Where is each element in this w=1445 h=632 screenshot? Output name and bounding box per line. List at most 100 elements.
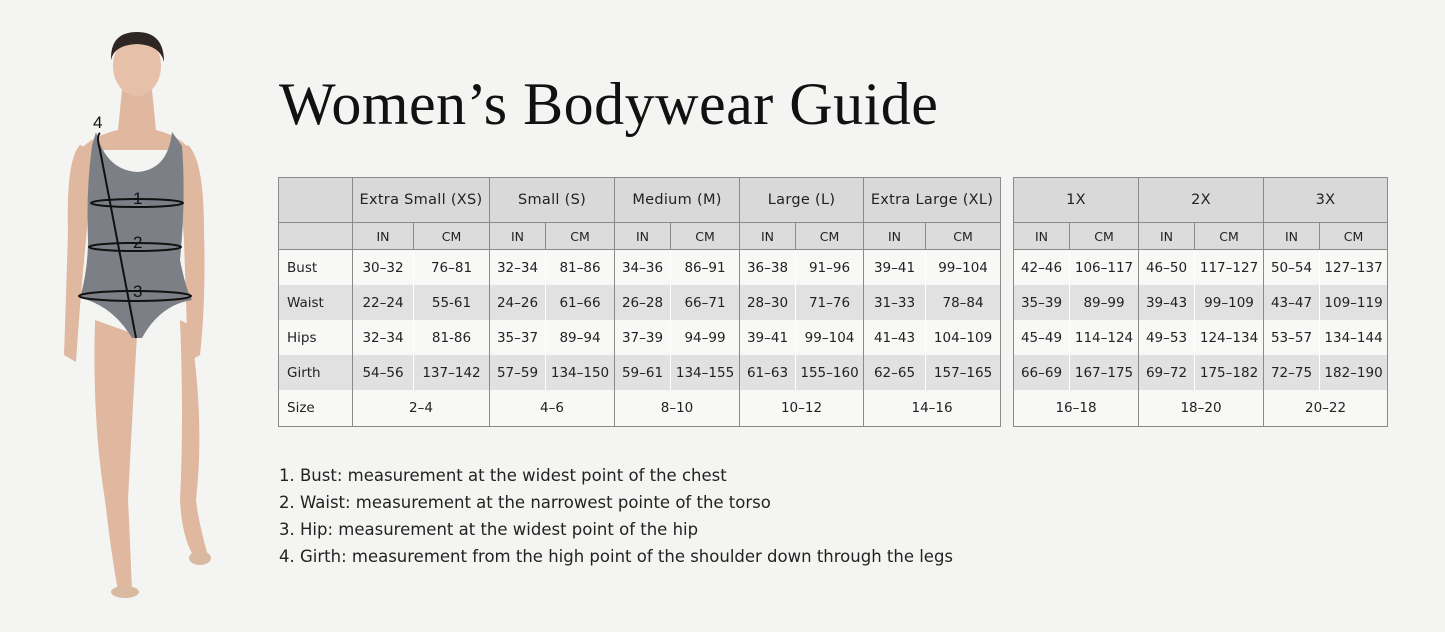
size-header: 3X [1263, 177, 1389, 223]
unit-cm-header: CM [413, 222, 490, 250]
unit-cm-header: CM [1194, 222, 1265, 250]
size-header: Medium (M) [614, 177, 741, 223]
table-row-bust: 42–46 106–117 46–50 117–127 50–54 127–137 [1013, 249, 1389, 285]
unit-header-row: IN CM IN CM IN CM [1013, 222, 1389, 250]
value-in: 24–26 [489, 285, 546, 320]
value-in: 34–36 [614, 249, 672, 285]
note-waist: 2. Waist: measurement at the narrowest p… [279, 493, 771, 512]
value-cm: 104–109 [925, 320, 1002, 355]
value-in: 35–39 [1013, 285, 1070, 320]
size-value: 4–6 [488, 390, 616, 427]
value-cm: 81-86 [413, 320, 490, 355]
size-header-row: 1X 2X 3X [1012, 177, 1389, 223]
unit-in-header: IN [489, 222, 546, 250]
value-in: 49–53 [1138, 320, 1196, 355]
value-cm: 175–182 [1194, 355, 1265, 390]
value-cm: 155–160 [795, 355, 865, 390]
value-in: 62–65 [863, 355, 927, 390]
size-header: Small (S) [488, 177, 616, 223]
size-value: 14–16 [863, 390, 1002, 427]
value-in: 46–50 [1138, 249, 1196, 285]
size-header-row: Extra Small (XS) Small (S) Medium (M) Large… [278, 177, 1002, 223]
marker-2: 2 [133, 233, 142, 252]
unit-cm-header: CM [1068, 222, 1140, 250]
size-table-plus: 1X 2X 3X IN CM IN CM IN CM 42–46 106–117 46–50 117–1… [1012, 177, 1389, 427]
marker-1: 1 [133, 189, 142, 208]
value-cm: 106–117 [1068, 249, 1140, 285]
value-in: 37–39 [614, 320, 672, 355]
model-body [64, 32, 211, 598]
value-in: 61–63 [739, 355, 797, 390]
value-cm: 81–86 [544, 249, 616, 285]
unit-in-header: IN [1013, 222, 1070, 250]
unit-header-row: IN CM IN CM IN CM IN CM IN CM [278, 222, 1002, 250]
value-cm: 114–124 [1068, 320, 1140, 355]
table-row-size: Size 2–4 4–6 8–10 10–12 14–16 [278, 390, 1002, 427]
value-in: 42–46 [1013, 249, 1070, 285]
value-cm: 134–150 [544, 355, 616, 390]
value-cm: 94–99 [670, 320, 741, 355]
unit-in-header: IN [352, 222, 414, 250]
unit-cm-header: CM [544, 222, 616, 250]
table-row-girth: 66–69 167–175 69–72 175–182 72–75 182–190 [1013, 355, 1389, 390]
measurement-notes: 1. Bust: measurement at the widest point… [279, 462, 953, 570]
value-cm: 66–71 [670, 285, 741, 320]
corner-cell [278, 222, 353, 250]
unit-cm-header: CM [795, 222, 865, 250]
value-cm: 91–96 [795, 249, 865, 285]
page-title: Women’s Bodywear Guide [279, 71, 939, 137]
value-in: 26–28 [614, 285, 672, 320]
marker-4: 4 [93, 113, 102, 132]
row-label: Waist [278, 285, 353, 320]
unit-in-header: IN [1263, 222, 1321, 250]
value-cm: 137–142 [413, 355, 490, 390]
size-value: 8–10 [614, 390, 741, 427]
value-cm: 99–104 [795, 320, 865, 355]
value-cm: 127–137 [1319, 249, 1389, 285]
value-in: 39–43 [1138, 285, 1196, 320]
value-cm: 157–165 [925, 355, 1002, 390]
value-cm: 134–144 [1319, 320, 1389, 355]
table-row-waist: Waist 22–24 55-61 24–26 61–66 26–28 66–71 28–30… [278, 285, 1002, 320]
value-in: 59–61 [614, 355, 672, 390]
note-hip: 3. Hip: measurement at the widest point … [279, 520, 699, 539]
note-bust: 1. Bust: measurement at the widest point… [279, 466, 727, 485]
row-label: Girth [278, 355, 353, 390]
value-cm: 99–109 [1194, 285, 1265, 320]
value-in: 69–72 [1138, 355, 1196, 390]
size-header: 2X [1138, 177, 1265, 223]
value-cm: 61–66 [544, 285, 616, 320]
value-cm: 78–84 [925, 285, 1002, 320]
table-row-girth: Girth 54–56 137–142 57–59 134–150 59–61 134–15… [278, 355, 1002, 390]
unit-in-header: IN [739, 222, 797, 250]
value-in: 57–59 [489, 355, 546, 390]
value-in: 32–34 [352, 320, 414, 355]
value-cm: 86–91 [670, 249, 741, 285]
value-in: 36–38 [739, 249, 797, 285]
size-table-standard: Extra Small (XS) Small (S) Medium (M) Large… [278, 177, 1002, 427]
size-value: 10–12 [739, 390, 865, 427]
value-in: 31–33 [863, 285, 927, 320]
value-in: 72–75 [1263, 355, 1321, 390]
value-cm: 182–190 [1319, 355, 1389, 390]
model-figure: 1 2 3 4 [64, 32, 211, 598]
size-header: Extra Small (XS) [352, 177, 490, 223]
value-cm: 99–104 [925, 249, 1002, 285]
value-cm: 71–76 [795, 285, 865, 320]
value-in: 66–69 [1013, 355, 1070, 390]
unit-in-header: IN [863, 222, 927, 250]
unit-in-header: IN [1138, 222, 1196, 250]
value-in: 28–30 [739, 285, 797, 320]
value-in: 22–24 [352, 285, 414, 320]
value-cm: 89–99 [1068, 285, 1140, 320]
table-row-bust: Bust 30–32 76–81 32–34 81–86 34–36 86–91 36–38 9… [278, 249, 1002, 285]
size-value: 20–22 [1263, 390, 1389, 427]
table-row-waist: 35–39 89–99 39–43 99–109 43–47 109–119 [1013, 285, 1389, 320]
size-header: Extra Large (XL) [863, 177, 1002, 223]
size-value: 16–18 [1012, 390, 1140, 427]
table-row-hips: Hips 32–34 81-86 35–37 89–94 37–39 94–99 39–41 9… [278, 320, 1002, 355]
unit-cm-header: CM [670, 222, 741, 250]
value-in: 39–41 [739, 320, 797, 355]
size-value: 18–20 [1138, 390, 1265, 427]
value-cm: 55-61 [413, 285, 490, 320]
